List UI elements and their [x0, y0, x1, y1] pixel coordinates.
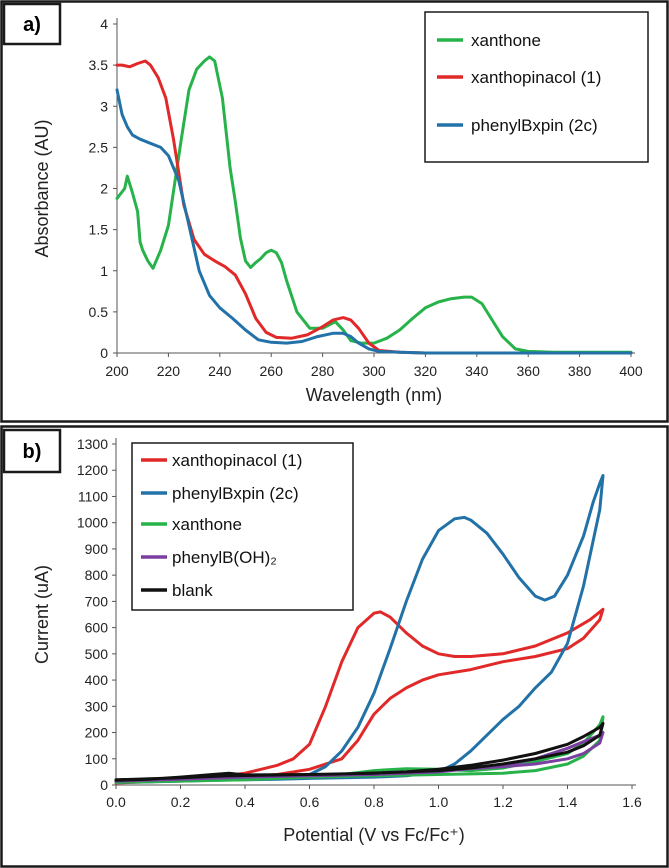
y-tick-label: 3.5	[89, 57, 109, 73]
panel-label-box	[2, 2, 62, 46]
legend-box	[131, 442, 354, 611]
y-tick-label: 800	[85, 567, 109, 583]
x-axis-title: Wavelength (nm)	[306, 385, 442, 405]
x-tick-label: 240	[208, 363, 232, 379]
x-tick-label: 0.6	[300, 794, 320, 810]
y-axis-title: Absorbance (AU)	[32, 119, 52, 257]
y-tick-label: 700	[85, 593, 109, 609]
y-tick-label: 100	[85, 751, 109, 767]
legend-label: phenylBxpin (2c)	[471, 116, 598, 135]
series-line-0	[114, 607, 605, 785]
panel-a-frame	[0, 0, 669, 423]
x-tick-label: 0.8	[364, 794, 384, 810]
x-tick-label: 1.6	[622, 794, 642, 810]
y-tick-label: 1	[100, 263, 108, 279]
x-axis-title: Potential (V vs Fc/Fc⁺)	[283, 825, 465, 845]
series-line-2	[115, 88, 633, 355]
y-tick-label: 2.5	[89, 139, 109, 155]
x-tick-label: 1.4	[558, 794, 578, 810]
y-tick-label: 1300	[77, 436, 108, 452]
y-tick-label: 0.5	[89, 304, 109, 320]
x-tick-label: 360	[517, 363, 541, 379]
y-tick-label: 3	[100, 98, 108, 114]
panel-b-frame	[0, 425, 669, 868]
panel-label: b)	[23, 441, 42, 463]
x-tick-label: 200	[105, 363, 129, 379]
panel-label-box	[2, 428, 62, 474]
legend-label: blank	[172, 581, 213, 600]
y-tick-label: 600	[85, 620, 109, 636]
series-line-4	[114, 721, 605, 782]
legend-label: xanthone	[471, 31, 541, 50]
y-tick-label: 2	[100, 181, 108, 197]
y-tick-label: 1000	[77, 515, 108, 531]
x-tick-label: 0.2	[171, 794, 191, 810]
y-tick-label: 200	[85, 725, 109, 741]
legend-box	[424, 11, 649, 163]
legend-label: phenylBxpin (2c)	[172, 484, 299, 503]
x-tick-label: 220	[157, 363, 181, 379]
y-tick-label: 300	[85, 698, 109, 714]
x-tick-label: 1.2	[493, 794, 513, 810]
y-tick-label: 400	[85, 672, 109, 688]
legend-label: xanthone	[172, 515, 242, 534]
y-tick-label: 1100	[78, 488, 108, 504]
x-tick-label: 0.4	[235, 794, 255, 810]
x-tick-label: 320	[414, 363, 438, 379]
y-tick-label: 500	[85, 646, 109, 662]
x-tick-label: 1.0	[429, 794, 449, 810]
y-tick-label: 1200	[77, 462, 108, 478]
x-tick-label: 380	[568, 363, 592, 379]
y-tick-label: 4	[100, 16, 108, 32]
legend-label: xanthopinacol (1)	[471, 68, 601, 87]
y-tick-label: 900	[85, 541, 109, 557]
chart-a: 0 0.5 1 1.5 2 2.5 3 3.5 4 200 220 240 260 280 300 320 34…	[2, 2, 649, 405]
x-tick-label: 260	[260, 363, 284, 379]
y-axis-title: Current (uA)	[32, 565, 52, 664]
chart-b: 0 100 200 300 400 500 600 700 800 900 1000 1100 1200…	[2, 428, 642, 845]
y-tick-label: 0	[100, 345, 108, 361]
y-tick-label: 0	[100, 777, 108, 793]
legend-label: phenylB(OH)₂	[172, 548, 277, 567]
panel-label: a)	[23, 14, 41, 36]
x-tick-label: 280	[311, 363, 335, 379]
y-tick-label: 1.5	[89, 222, 109, 238]
x-tick-label: 300	[362, 363, 386, 379]
series-line-0	[115, 55, 633, 354]
x-tick-label: 400	[619, 363, 643, 379]
x-tick-label: 0.0	[106, 794, 126, 810]
x-tick-label: 340	[465, 363, 489, 379]
legend-label: xanthopinacol (1)	[172, 451, 302, 470]
